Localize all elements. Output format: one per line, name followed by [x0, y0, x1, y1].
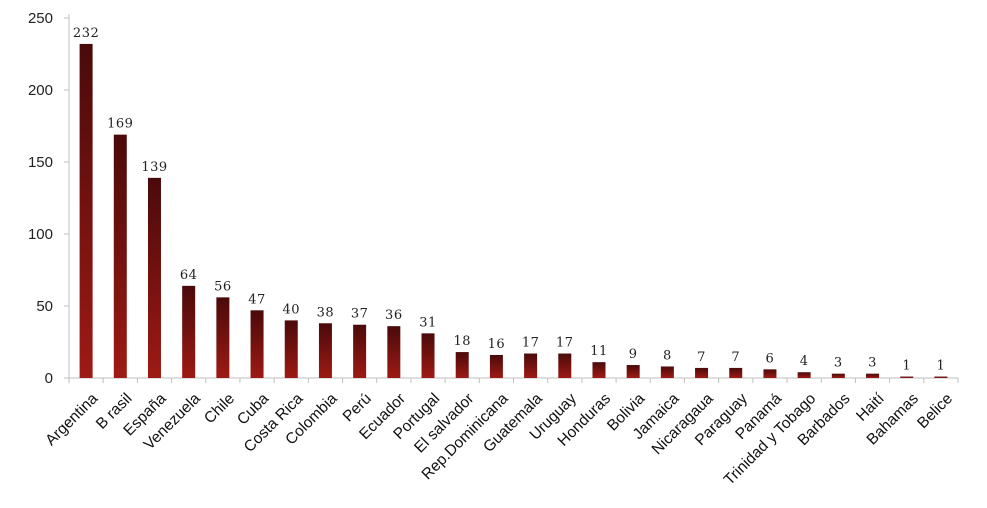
data-label: 3: [834, 356, 843, 371]
bar: [797, 372, 811, 378]
data-label: 9: [629, 347, 638, 362]
data-label: 37: [351, 307, 369, 322]
data-label: 6: [766, 351, 775, 366]
bar: [934, 376, 948, 378]
bar: [147, 177, 161, 378]
data-label: 7: [731, 350, 740, 365]
data-label: 36: [385, 308, 403, 323]
bar: [763, 369, 777, 378]
category-label: Chile: [201, 390, 238, 427]
bar: [524, 353, 538, 378]
bar: [455, 352, 469, 378]
y-tick-label: 250: [28, 10, 53, 27]
bar: [113, 134, 127, 378]
y-tick-label: 150: [28, 154, 53, 171]
data-label: 4: [800, 354, 809, 369]
data-label: 1: [937, 359, 946, 374]
data-label: 139: [141, 160, 167, 175]
bar: [866, 373, 880, 378]
bars: [79, 43, 948, 379]
bar: [626, 365, 640, 378]
data-label: 18: [453, 334, 471, 349]
bar: [216, 297, 230, 378]
bar: [421, 333, 435, 378]
data-label: 17: [556, 336, 574, 351]
bar: [79, 43, 93, 379]
x-axis: [68, 377, 959, 383]
data-label: 40: [282, 302, 300, 317]
bar: [250, 310, 264, 378]
bar: [660, 366, 674, 378]
category-label: Argentina: [42, 390, 101, 449]
data-label: 38: [317, 305, 335, 320]
data-label: 16: [488, 337, 506, 352]
data-label: 11: [590, 344, 608, 359]
data-label: 7: [697, 350, 706, 365]
y-tick-label: 200: [28, 82, 53, 99]
bar: [729, 367, 743, 378]
bar: [695, 367, 709, 378]
y-tick-label: 0: [45, 370, 53, 387]
bar: [387, 326, 401, 378]
bar: [558, 353, 572, 378]
data-label: 169: [107, 117, 133, 132]
data-label: 56: [214, 279, 232, 294]
bar: [182, 285, 196, 378]
bar: [900, 376, 914, 378]
y-tick-label: 50: [36, 298, 53, 315]
data-label: 31: [419, 315, 437, 330]
y-axis: 0 50 100 150 200 250: [28, 10, 70, 387]
data-label: 3: [868, 356, 877, 371]
bar: [284, 320, 298, 378]
data-label: 232: [73, 26, 99, 41]
category-label: Belice: [914, 390, 956, 432]
bar: [592, 362, 606, 378]
bar: [831, 373, 845, 378]
data-label: 8: [663, 348, 672, 363]
bar: [353, 324, 367, 378]
bar: [489, 354, 503, 378]
y-tick-label: 100: [28, 226, 53, 243]
data-label: 64: [180, 268, 198, 283]
data-label: 1: [902, 359, 911, 374]
data-label: 17: [522, 336, 540, 351]
bar: [318, 323, 332, 378]
data-label: 47: [248, 292, 266, 307]
